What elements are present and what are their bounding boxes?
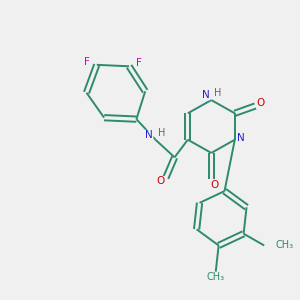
Text: O: O bbox=[210, 180, 218, 190]
Text: CH₃: CH₃ bbox=[207, 272, 225, 282]
Text: N: N bbox=[202, 90, 210, 100]
Text: N: N bbox=[145, 130, 153, 140]
Text: N: N bbox=[237, 133, 245, 143]
Text: H: H bbox=[214, 88, 221, 98]
Text: H: H bbox=[158, 128, 166, 138]
Text: CH₃: CH₃ bbox=[275, 241, 293, 250]
Text: O: O bbox=[156, 176, 165, 186]
Text: F: F bbox=[136, 58, 141, 68]
Text: F: F bbox=[84, 57, 90, 67]
Text: O: O bbox=[256, 98, 265, 108]
